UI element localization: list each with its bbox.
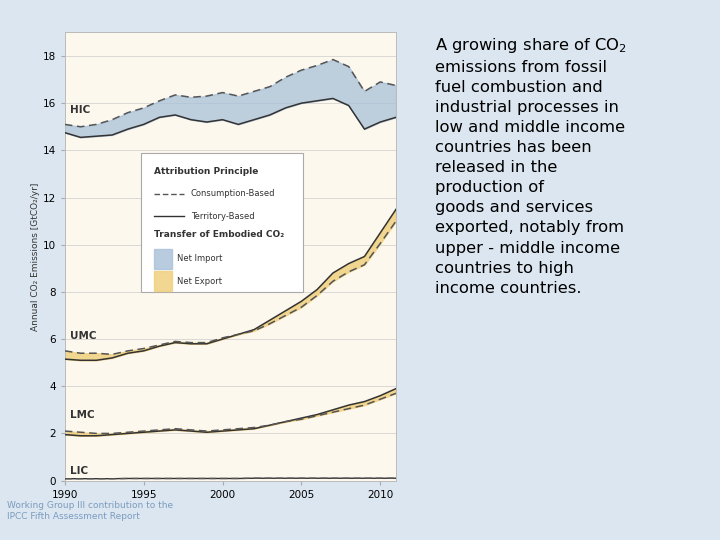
Text: A growing share of CO$_2$
emissions from fossil
fuel combustion and
industrial p: A growing share of CO$_2$ emissions from… [436, 36, 627, 295]
Y-axis label: Annual CO₂ Emissions [GtCO₂/yr]: Annual CO₂ Emissions [GtCO₂/yr] [31, 183, 40, 330]
Text: Territory-Based: Territory-Based [191, 212, 254, 221]
Text: HIC: HIC [70, 105, 90, 114]
Text: LIC: LIC [70, 466, 88, 476]
Text: Working Group III contribution to the
IPCC Fifth Assessment Report: Working Group III contribution to the IP… [7, 501, 174, 521]
Text: Consumption-Based: Consumption-Based [191, 189, 275, 198]
Text: UMC: UMC [70, 331, 96, 341]
Text: Net Export: Net Export [177, 276, 222, 286]
Text: Attribution Principle: Attribution Principle [154, 167, 258, 176]
Bar [154, 271, 173, 291]
Text: Transfer of Embodied CO₂: Transfer of Embodied CO₂ [154, 230, 284, 239]
Text: Net Import: Net Import [177, 254, 222, 263]
FancyBboxPatch shape [141, 153, 303, 292]
Text: LMC: LMC [70, 410, 94, 420]
Bar [154, 248, 173, 269]
